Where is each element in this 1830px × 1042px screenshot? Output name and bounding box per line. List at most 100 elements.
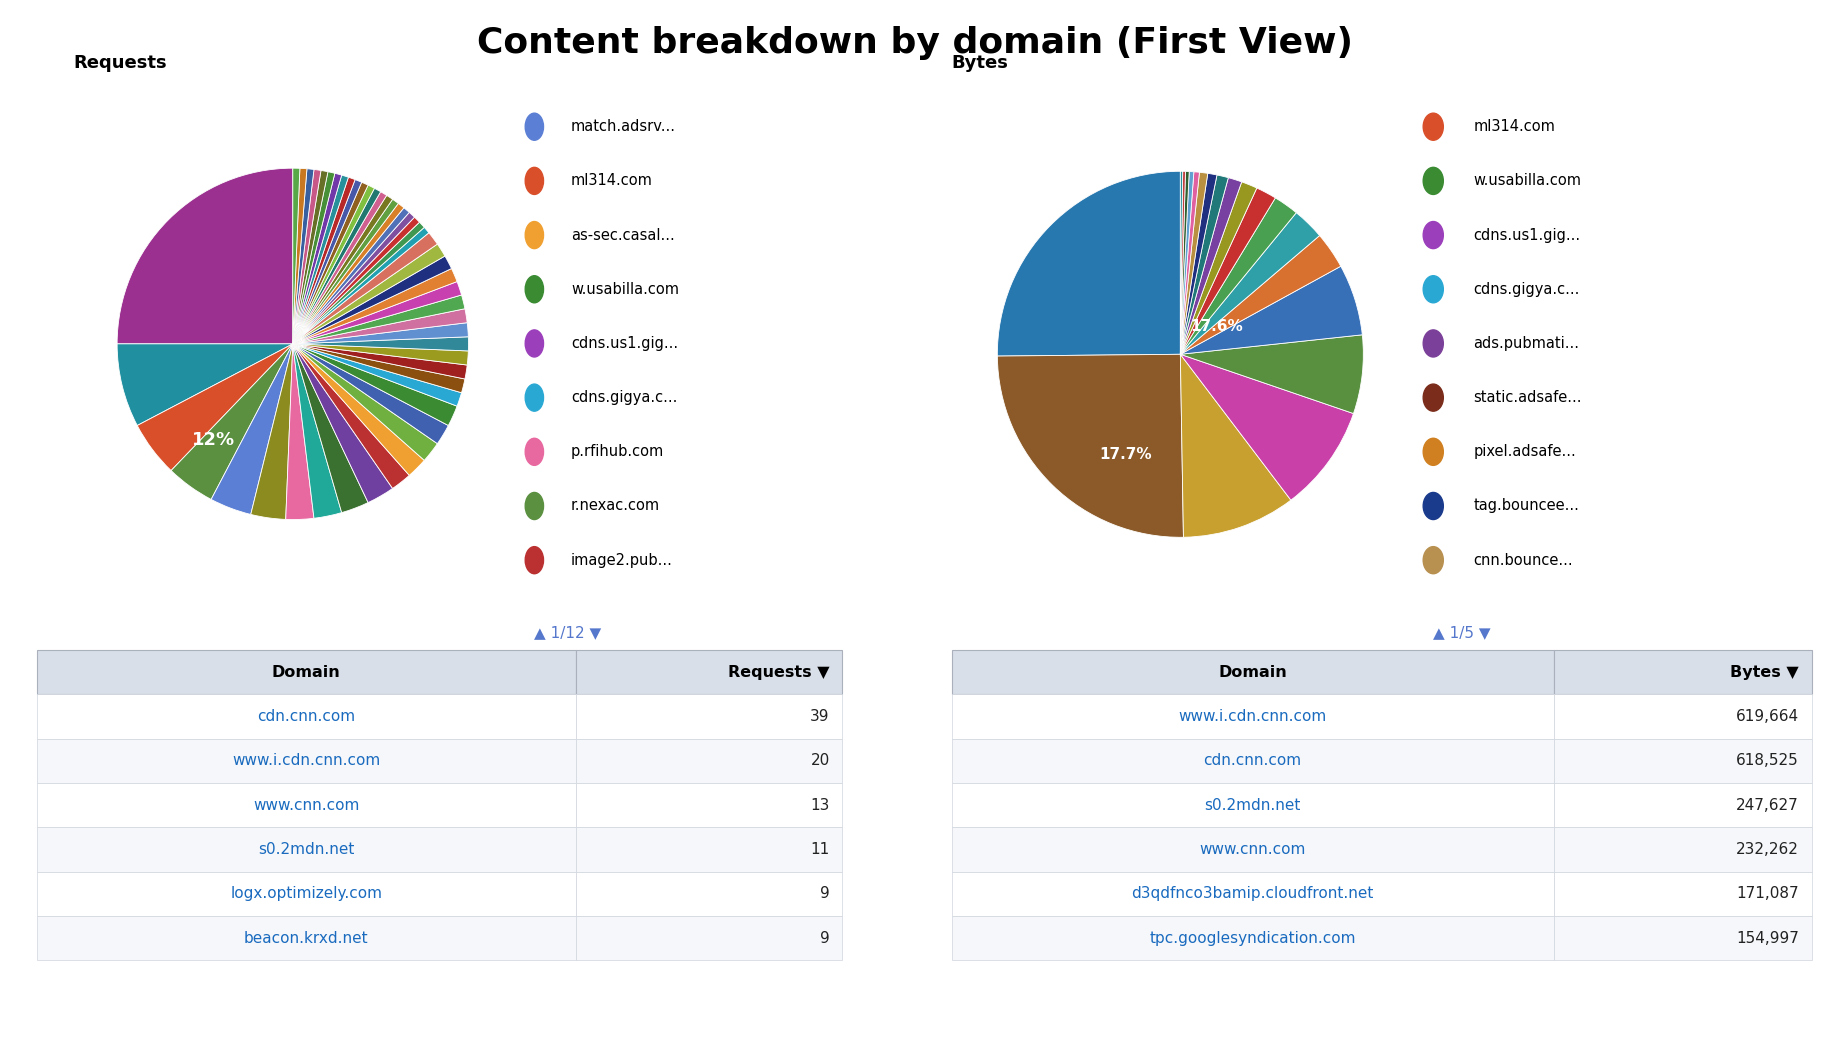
Wedge shape: [293, 344, 465, 393]
Bar: [37, 650, 576, 694]
Bar: [952, 650, 1554, 694]
Text: 17.6%: 17.6%: [1191, 319, 1243, 334]
Text: cdns.us1.gig...: cdns.us1.gig...: [571, 336, 679, 351]
Text: 171,087: 171,087: [1737, 887, 1799, 901]
Wedge shape: [293, 308, 467, 344]
Wedge shape: [293, 177, 355, 344]
Text: tag.bouncee...: tag.bouncee...: [1473, 498, 1579, 514]
Text: ads.pubmati...: ads.pubmati...: [1473, 336, 1579, 351]
Circle shape: [525, 222, 544, 249]
Text: logx.optimizely.com: logx.optimizely.com: [231, 887, 382, 901]
Wedge shape: [293, 295, 465, 344]
Bar: [37, 827, 576, 871]
Text: Bytes ▼: Bytes ▼: [1729, 665, 1799, 679]
Text: Bytes: Bytes: [952, 54, 1008, 72]
Circle shape: [1424, 493, 1444, 520]
Circle shape: [1424, 222, 1444, 249]
Wedge shape: [1180, 172, 1199, 354]
Wedge shape: [293, 256, 452, 344]
Text: www.i.cdn.cnn.com: www.i.cdn.cnn.com: [232, 753, 381, 768]
Text: 232,262: 232,262: [1737, 842, 1799, 857]
Circle shape: [525, 547, 544, 574]
Wedge shape: [293, 344, 368, 513]
Circle shape: [525, 493, 544, 520]
Text: p.rfihub.com: p.rfihub.com: [571, 444, 664, 460]
Wedge shape: [1180, 175, 1228, 354]
Bar: [1554, 916, 1812, 961]
Text: 9: 9: [820, 887, 829, 901]
Wedge shape: [285, 344, 315, 520]
Text: cdn.cnn.com: cdn.cnn.com: [258, 709, 355, 724]
Wedge shape: [117, 168, 293, 344]
Wedge shape: [293, 189, 381, 344]
Wedge shape: [210, 344, 293, 515]
Wedge shape: [293, 344, 458, 425]
Wedge shape: [293, 227, 428, 344]
Bar: [1554, 650, 1812, 694]
Circle shape: [525, 330, 544, 357]
Bar: [1554, 783, 1812, 827]
Wedge shape: [293, 344, 410, 489]
Bar: [576, 694, 842, 739]
Wedge shape: [1180, 188, 1276, 354]
Text: d3qdfnco3bamip.cloudfront.net: d3qdfnco3bamip.cloudfront.net: [1131, 887, 1374, 901]
Bar: [576, 739, 842, 783]
Wedge shape: [1180, 171, 1182, 354]
Text: ml314.com: ml314.com: [1473, 119, 1556, 134]
Wedge shape: [293, 196, 393, 344]
Text: ▲ 1/12 ▼: ▲ 1/12 ▼: [534, 625, 602, 640]
Wedge shape: [1180, 182, 1257, 354]
Circle shape: [525, 384, 544, 412]
Wedge shape: [1180, 171, 1186, 354]
Wedge shape: [293, 173, 342, 344]
Circle shape: [1424, 439, 1444, 466]
Wedge shape: [1180, 354, 1354, 500]
Wedge shape: [1180, 171, 1190, 354]
Text: 154,997: 154,997: [1737, 931, 1799, 945]
Wedge shape: [293, 170, 320, 344]
Wedge shape: [1180, 172, 1208, 354]
Text: image2.pub...: image2.pub...: [571, 552, 673, 568]
Wedge shape: [293, 169, 307, 344]
Wedge shape: [293, 269, 458, 344]
Bar: [576, 871, 842, 916]
Text: www.cnn.com: www.cnn.com: [253, 797, 359, 813]
Text: 618,525: 618,525: [1737, 753, 1799, 768]
Bar: [37, 916, 576, 961]
Text: s0.2mdn.net: s0.2mdn.net: [258, 842, 355, 857]
Bar: [1554, 871, 1812, 916]
Text: static.adsafe...: static.adsafe...: [1473, 390, 1581, 405]
Wedge shape: [1180, 213, 1319, 354]
Wedge shape: [293, 222, 425, 344]
Wedge shape: [293, 344, 467, 379]
Wedge shape: [1180, 198, 1296, 354]
Wedge shape: [1180, 178, 1243, 354]
Bar: [952, 783, 1554, 827]
Text: beacon.krxd.net: beacon.krxd.net: [243, 931, 368, 945]
Wedge shape: [293, 344, 393, 502]
Bar: [1554, 827, 1812, 871]
Wedge shape: [293, 182, 368, 344]
Text: Requests ▼: Requests ▼: [728, 665, 829, 679]
Wedge shape: [997, 354, 1184, 538]
Text: Domain: Domain: [1219, 665, 1286, 679]
Circle shape: [1424, 547, 1444, 574]
Bar: [952, 827, 1554, 871]
Wedge shape: [1180, 235, 1341, 354]
Bar: [952, 694, 1554, 739]
Wedge shape: [293, 171, 328, 344]
Wedge shape: [293, 179, 362, 344]
Wedge shape: [1180, 266, 1362, 354]
Wedge shape: [170, 344, 293, 499]
Text: 12%: 12%: [192, 431, 236, 449]
Text: tpc.googlesyndication.com: tpc.googlesyndication.com: [1149, 931, 1356, 945]
Bar: [1554, 694, 1812, 739]
Circle shape: [1424, 384, 1444, 412]
Bar: [37, 871, 576, 916]
Wedge shape: [293, 203, 404, 344]
Text: cdns.us1.gig...: cdns.us1.gig...: [1473, 227, 1581, 243]
Wedge shape: [137, 344, 293, 471]
Wedge shape: [293, 344, 468, 365]
Text: w.usabilla.com: w.usabilla.com: [1473, 173, 1581, 189]
Wedge shape: [293, 244, 445, 344]
